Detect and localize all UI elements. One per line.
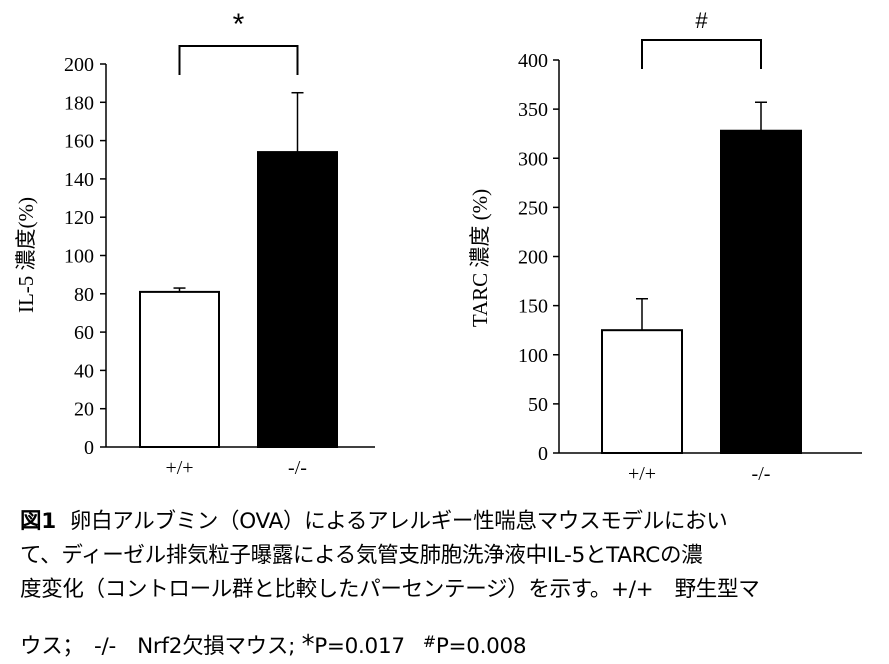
- chart-2-y-tick-label: 150: [518, 296, 548, 318]
- chart-2-y-tick-label: 100: [518, 345, 548, 367]
- chart-2-category-label-1: +/+: [628, 463, 656, 485]
- chart-1-y-tick-label: 140: [64, 169, 94, 191]
- chart-1-y-tick-label: 0: [84, 437, 94, 459]
- caption-line-2: て、ディーゼル排気粒子曝露による気管支肺胞洗浄液中IL-5とTARCの濃: [20, 543, 703, 568]
- caption-text-1: 卵白アルブミン（OVA）によるアレルギー性喘息マウスモデルにおい: [69, 509, 728, 534]
- chart-2-bar-1: [601, 329, 683, 454]
- chart-2-significance-mark: #: [695, 8, 708, 33]
- chart-2-y-tick-label: 0: [538, 443, 548, 465]
- chart-2-y-tick-label: 300: [518, 148, 548, 170]
- caption-line-3: 度変化（コントロール群と比較したパーセンテージ）を示す。+/+ 野生型マ: [20, 577, 760, 602]
- caption-line-1: 図1 卵白アルブミン（OVA）によるアレルギー性喘息マウスモデルにおい: [20, 505, 880, 539]
- caption-line-4: ウス； -/- Nrf2欠損マウス; *P=0.017 #P=0.008: [20, 625, 880, 664]
- chart-1-y-tick-label: 120: [64, 207, 94, 229]
- chart-2-bar-2: [720, 129, 802, 455]
- chart-1-bar-1: [139, 290, 220, 449]
- chart-1-y-tick-label: 100: [64, 246, 94, 268]
- chart-1-significance-bracket: [178, 45, 299, 75]
- caption-p2-value: P=0.008: [435, 634, 527, 659]
- chart-2-y-tick-label: 50: [528, 394, 548, 416]
- chart-1-category-label-2: -/-: [288, 457, 307, 479]
- caption-text-4: ウス； -/- Nrf2欠損マウス;: [20, 634, 302, 659]
- chart-1-y-tick-label: 80: [74, 284, 94, 306]
- chart-1-y-tick-label: 20: [74, 399, 94, 421]
- chart-1-category-label-1: +/+: [165, 457, 193, 479]
- chart-2-y-tick-label: 250: [518, 197, 548, 219]
- chart-2-y-axis-label: TARC 濃度 (%): [468, 189, 492, 327]
- figure-charts: 0 20 40 60 80 100 120 140 160 180 200 IL-5 濃度(%) +/+…: [14, 8, 862, 485]
- chart-1-y-axis-label: IL-5 濃度(%): [14, 197, 38, 313]
- chart-1-y-tick-label: 180: [64, 92, 94, 114]
- chart-1-y-tick-label: 200: [64, 54, 94, 76]
- figure-caption: 図1 卵白アルブミン（OVA）によるアレルギー性喘息マウスモデルにおい て、ディー…: [20, 505, 880, 664]
- chart-1-y-tick-label: 60: [74, 322, 94, 344]
- chart-2-significance-bracket: [641, 39, 762, 69]
- caption-p2-symbol: #: [422, 632, 436, 651]
- chart-2-y-tick-label: 350: [518, 99, 548, 121]
- chart-2-category-label-2: -/-: [752, 463, 771, 485]
- chart-1-y-tick-label: 40: [74, 360, 94, 382]
- caption-p1-symbol: *: [301, 630, 315, 660]
- chart-1-bar-2: [257, 151, 338, 448]
- caption-p1-value: P=0.017: [314, 634, 405, 659]
- chart-1-significance-mark: *: [233, 8, 245, 41]
- chart-1-y-tick-label: 160: [64, 131, 94, 153]
- caption-figure-label: 図1: [20, 509, 56, 534]
- chart-2-y-tick-label: 200: [518, 247, 548, 269]
- chart-2-y-tick-label: 400: [518, 50, 548, 72]
